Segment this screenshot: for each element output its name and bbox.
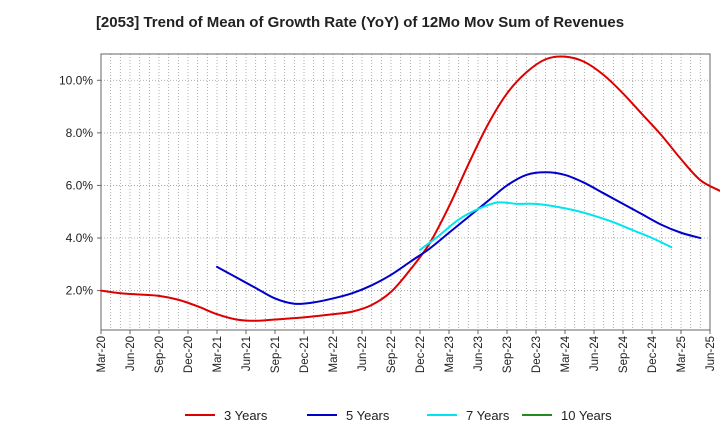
series-line-5-years [216, 171, 702, 305]
y-tick-label: 4.0% [66, 231, 94, 245]
x-tick-label: Mar-22 [328, 336, 340, 372]
plot-area [101, 54, 710, 330]
series-line-3-years [100, 55, 720, 322]
x-tick-label: Dec-22 [415, 336, 427, 373]
x-tick-label: Mar-21 [212, 336, 224, 372]
y-tick-label: 6.0% [66, 178, 94, 192]
x-tick-label: Dec-23 [531, 336, 543, 373]
legend: 3 Years 5 Years 7 Years 10 Years [185, 408, 612, 423]
plot-frame [100, 53, 711, 331]
x-tick-label: Mar-24 [560, 335, 572, 372]
y-tick-label: 8.0% [66, 126, 94, 140]
x-tick-label: Mar-20 [96, 336, 108, 372]
grid-lines [101, 54, 710, 330]
x-tick-label: Jun-22 [357, 336, 369, 371]
x-tick-label: Mar-25 [676, 336, 688, 372]
x-tick-label: Jun-21 [241, 336, 253, 371]
series-line-7-years [419, 201, 673, 251]
x-tick-label: Jun-24 [589, 335, 601, 371]
legend-label-10-years: 10 Years [561, 408, 612, 423]
chart-title: [2053] Trend of Mean of Growth Rate (YoY… [95, 14, 625, 31]
series-lines [100, 55, 720, 322]
x-tick-label: Sep-22 [386, 336, 398, 373]
x-tick-label: Jun-25 [705, 336, 717, 371]
y-tick-label: 10.0% [59, 73, 93, 87]
x-tick-label: Dec-21 [299, 336, 311, 373]
x-axis-ticks: Mar-20 Jun-20 Sep-20 Dec-20 Mar-21 Jun-21 Sep-… [96, 330, 717, 373]
x-tick-label: Dec-24 [647, 335, 659, 373]
x-tick-label: Jun-20 [125, 336, 137, 371]
y-tick-label: 2.0% [66, 284, 94, 298]
x-tick-label: Sep-20 [154, 336, 166, 373]
x-tick-label: Mar-23 [444, 336, 456, 372]
legend-label-3-years: 3 Years [224, 408, 268, 423]
x-tick-label: Sep-21 [270, 336, 282, 373]
x-tick-label: Jun-23 [473, 336, 485, 371]
x-tick-label: Sep-24 [618, 335, 630, 373]
x-tick-label: Sep-23 [502, 336, 514, 373]
y-axis-ticks: 2.0% 4.0% 6.0% 8.0% 10.0% [59, 73, 101, 298]
legend-label-5-years: 5 Years [346, 408, 390, 423]
legend-label-7-years: 7 Years [466, 408, 510, 423]
x-tick-label: Dec-20 [183, 336, 195, 373]
